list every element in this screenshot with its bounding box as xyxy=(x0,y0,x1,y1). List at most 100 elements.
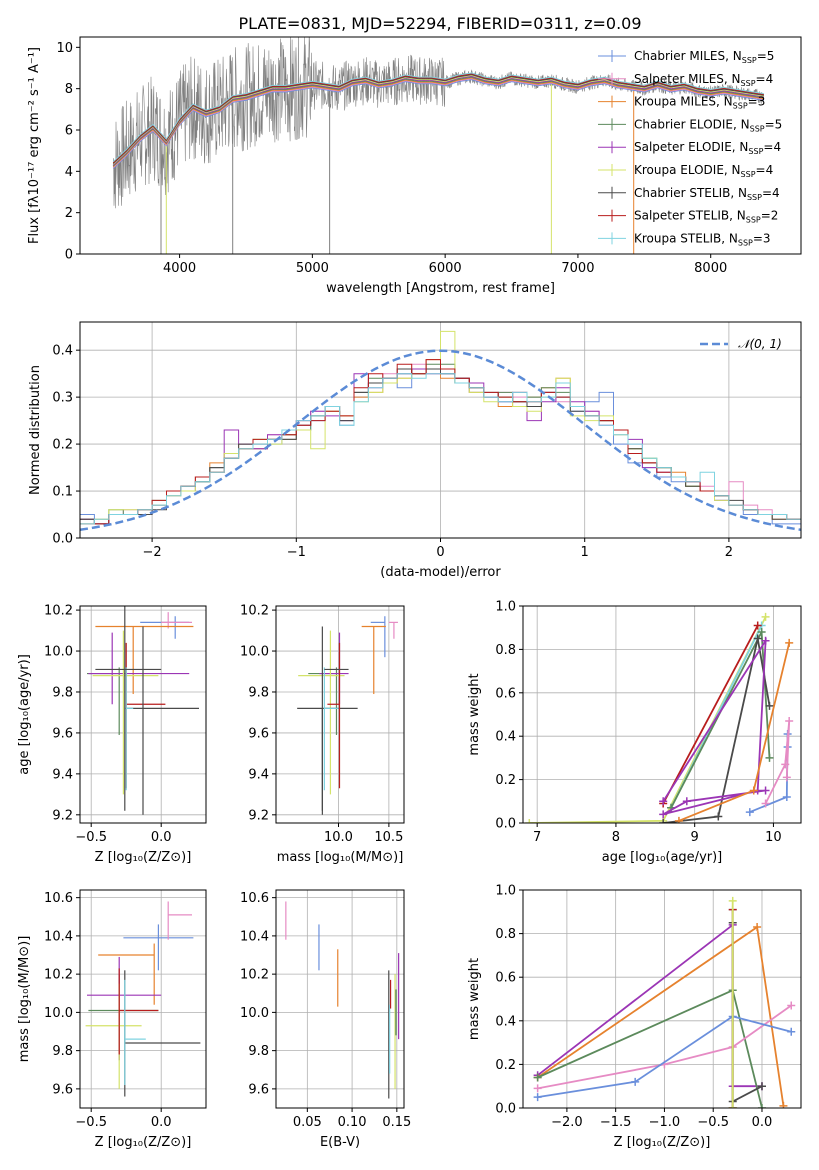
legend-label-sub: SSP xyxy=(733,102,748,111)
weight-marker-kroupa_elodie xyxy=(728,1104,737,1108)
legend: Chabrier MILES, NSSP=5 Salpeter MILES, NS… xyxy=(598,49,782,247)
legend-label-eq: =3 xyxy=(753,231,771,245)
x-tick-label: −2.0 xyxy=(551,1115,583,1130)
x-tick-label: 6000 xyxy=(429,261,462,276)
y-tick-label: 0.2 xyxy=(495,773,516,788)
x-tick-label: −0.5 xyxy=(75,1115,107,1130)
legend-label-eq: =5 xyxy=(765,117,783,131)
legend-label-sub: SSP xyxy=(750,124,765,133)
weight-line-chabrier_miles xyxy=(537,1015,792,1098)
y-tick-label: 9.6 xyxy=(52,1082,73,1097)
legend-label: 𝒩(0, 1) xyxy=(738,337,782,351)
y-tick-label: 0.6 xyxy=(495,686,516,701)
x-tick-label: 0.15 xyxy=(382,1115,411,1130)
y-tick-label: 10.0 xyxy=(240,645,269,660)
weight-marker-salpeter_elodie xyxy=(682,797,691,806)
weight-marker-chabrier_elodie xyxy=(765,753,774,762)
x-tick-label: 10 xyxy=(765,830,782,845)
y-tick-label: 0.1 xyxy=(52,485,73,500)
y-tick-label: 10.6 xyxy=(240,891,269,906)
plot-area-age-vs-Z xyxy=(87,606,199,815)
weight-line-kroupa_miles xyxy=(537,925,785,1106)
legend-label-sub: SSP xyxy=(738,238,753,247)
y-tick-label: 10.2 xyxy=(240,604,269,619)
legend-label-eq: =4 xyxy=(756,72,774,86)
model-line-kroupa_stelib xyxy=(112,72,764,163)
legend-label-eq: =5 xyxy=(757,49,775,63)
y-tick-label: 8 xyxy=(65,82,73,97)
weight-marker-kroupa_miles xyxy=(749,786,758,795)
x-tick-label: −1.5 xyxy=(600,1115,632,1130)
weight-marker-chabrier_stelib xyxy=(714,812,723,821)
weight-marker-salpeter_miles xyxy=(787,1001,796,1010)
legend-label-sub: SSP xyxy=(748,147,763,156)
y-axis-label: mass weight xyxy=(467,673,482,755)
y-tick-label: 10.4 xyxy=(44,929,73,944)
weight-marker-chabrier_miles xyxy=(745,808,754,817)
y-tick-label: 9.4 xyxy=(248,767,269,782)
y-axis-label: mass [log₁₀(M/M⊙)] xyxy=(17,936,32,1063)
weight-line-salpeter_miles xyxy=(537,1004,792,1090)
legend-label-eq: =4 xyxy=(763,140,781,154)
y-tick-label: 0.0 xyxy=(495,1102,516,1117)
y-tick-label: 0.8 xyxy=(495,643,516,658)
x-tick-label: 0.05 xyxy=(293,1115,322,1130)
weight-marker-salpeter_elodie xyxy=(659,797,668,806)
weight-marker-salpeter_miles xyxy=(782,773,791,782)
chart-mass-vs-Z: −0.5 0.0 9.6 9.8 10.0 10.2 10.4 10.6 Z [log₁₀(Z/… xyxy=(17,889,207,1150)
y-tick-label: 0 xyxy=(65,248,73,263)
weight-marker-kroupa_miles xyxy=(674,816,683,823)
weight-marker-chabrier_stelib xyxy=(765,701,774,710)
y-tick-label: 4 xyxy=(65,165,73,180)
weight-marker-chabrier_miles xyxy=(782,792,791,801)
y-axis-label: Normed distribution xyxy=(28,365,43,495)
axes-frame xyxy=(275,605,405,824)
plot-area-spectrum xyxy=(112,37,764,254)
axes-frame xyxy=(275,889,405,1109)
plot-area-weight-vs-age xyxy=(525,612,794,823)
x-tick-label: 8000 xyxy=(694,261,727,276)
weight-line-chabrier_stelib xyxy=(731,922,763,1103)
model-line-chabrier_stelib xyxy=(112,74,764,164)
y-tick-label: 10 xyxy=(56,41,73,56)
y-tick-label: 0.4 xyxy=(495,730,516,745)
model-line-salpeter_miles xyxy=(112,78,764,168)
y-tick-label: 10.0 xyxy=(240,1006,269,1021)
model-line-chabrier_elodie xyxy=(112,76,764,167)
x-tick-label: 9 xyxy=(691,830,699,845)
y-tick-label: 1.0 xyxy=(495,884,516,899)
y-tick-label: 9.8 xyxy=(52,685,73,700)
weight-marker-chabrier_elodie xyxy=(757,628,766,637)
y-tick-label: 0.8 xyxy=(495,927,516,942)
weight-marker-kroupa_miles xyxy=(785,638,794,647)
weight-marker-chabrier_stelib xyxy=(659,819,668,823)
plot-area-mass-vs-Z xyxy=(85,901,201,1097)
x-tick-label: 8 xyxy=(612,830,620,845)
y-tick-label: 1.0 xyxy=(495,600,516,615)
legend-label: Chabrier MILES, NSSP=5 xyxy=(634,49,774,65)
legend-label-sub: SSP xyxy=(747,193,762,202)
weight-line-salpeter_elodie xyxy=(662,637,767,816)
chart-weight-vs-age: 7 8 9 10 0.0 0.2 0.4 0.6 0.8 1.0 age [log₁₀(age/yr… xyxy=(467,600,802,865)
figure-title: PLATE=0831, MJD=52294, FIBERID=0311, z=0… xyxy=(238,14,641,33)
data-spectrum-line xyxy=(112,37,764,209)
weight-marker-salpeter_miles xyxy=(781,760,790,769)
x-axis-label: age [log₁₀(age/yr)] xyxy=(602,850,723,865)
x-tick-label: 4000 xyxy=(163,261,196,276)
chart-mass-vs-ebv: 0.05 0.10 0.15 9.6 9.8 10.0 10.2 10.4 10.6 E(B-V) xyxy=(240,889,411,1150)
chart-weight-vs-Z: −2.0 −1.5 −1.0 −0.5 0.0 0.0 0.2 0.4 0.6 0.8 1.0 Z [… xyxy=(467,884,802,1150)
y-tick-label: 0.0 xyxy=(52,532,73,547)
legend-label: Salpeter ELODIE, NSSP=4 xyxy=(634,140,781,156)
legend-label: Kroupa ELODIE, NSSP=4 xyxy=(634,163,773,179)
weight-marker-chabrier_elodie xyxy=(533,1073,542,1082)
y-tick-label: 10.0 xyxy=(44,645,73,660)
y-tick-label: 10.2 xyxy=(240,968,269,983)
axes-frame xyxy=(79,36,802,255)
y-tick-label: 9.6 xyxy=(52,726,73,741)
y-tick-label: 0.4 xyxy=(495,1014,516,1029)
y-tick-label: 10.0 xyxy=(44,1006,73,1021)
weight-line-chabrier_stelib xyxy=(663,638,771,823)
model-line-kroupa_elodie xyxy=(112,74,764,165)
x-tick-label: 10.0 xyxy=(324,830,353,845)
chart-age-vs-mass: 10.0 10.5 9.2 9.4 9.6 9.8 10.0 10.2 mass [log₁₀(… xyxy=(240,604,405,865)
